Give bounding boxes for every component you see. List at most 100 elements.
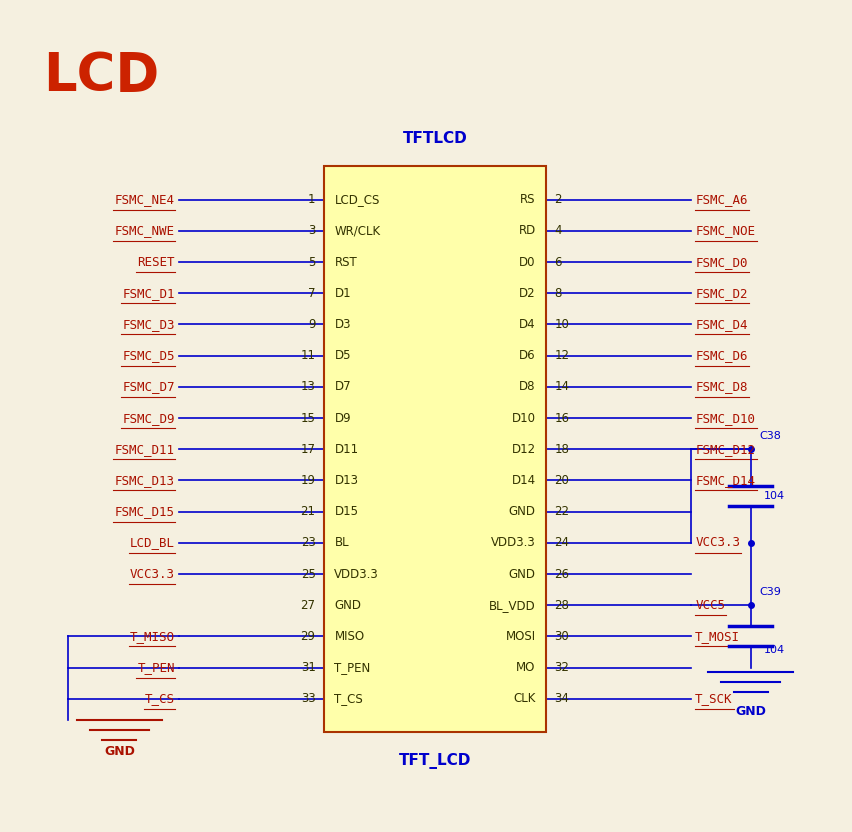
Text: BL_VDD: BL_VDD xyxy=(488,599,535,612)
Text: 30: 30 xyxy=(554,630,568,643)
Text: LCD_BL: LCD_BL xyxy=(130,537,175,549)
Text: GND: GND xyxy=(508,567,535,581)
Text: FSMC_D14: FSMC_D14 xyxy=(694,474,754,487)
Text: 4: 4 xyxy=(554,225,561,237)
Text: FSMC_D11: FSMC_D11 xyxy=(115,443,175,456)
Text: 2: 2 xyxy=(554,193,561,206)
Text: T_CS: T_CS xyxy=(334,692,363,706)
Text: FSMC_D2: FSMC_D2 xyxy=(694,287,747,300)
Text: 11: 11 xyxy=(300,349,315,362)
Text: 9: 9 xyxy=(308,318,315,331)
Text: 29: 29 xyxy=(300,630,315,643)
Text: RS: RS xyxy=(520,193,535,206)
Text: 18: 18 xyxy=(554,443,568,456)
Text: D13: D13 xyxy=(334,474,358,487)
Text: T_CS: T_CS xyxy=(145,692,175,706)
Text: D8: D8 xyxy=(519,380,535,394)
Text: 19: 19 xyxy=(300,474,315,487)
Text: 14: 14 xyxy=(554,380,569,394)
Text: D10: D10 xyxy=(511,412,535,424)
Text: D15: D15 xyxy=(334,505,358,518)
Text: D0: D0 xyxy=(519,255,535,269)
Text: RESET: RESET xyxy=(137,255,175,269)
Text: 13: 13 xyxy=(301,380,315,394)
Text: 5: 5 xyxy=(308,255,315,269)
Text: D4: D4 xyxy=(519,318,535,331)
Text: 24: 24 xyxy=(554,537,569,549)
Text: 31: 31 xyxy=(301,661,315,674)
Text: 20: 20 xyxy=(554,474,568,487)
Text: TFTLCD: TFTLCD xyxy=(402,131,467,146)
Text: FSMC_D4: FSMC_D4 xyxy=(694,318,747,331)
Text: D3: D3 xyxy=(334,318,350,331)
Text: VDD3.3: VDD3.3 xyxy=(491,537,535,549)
Text: VCC3.3: VCC3.3 xyxy=(694,537,740,549)
Text: LCD: LCD xyxy=(43,50,158,102)
Text: 17: 17 xyxy=(300,443,315,456)
Text: 6: 6 xyxy=(554,255,561,269)
Text: D9: D9 xyxy=(334,412,350,424)
Text: D12: D12 xyxy=(511,443,535,456)
Text: FSMC_D0: FSMC_D0 xyxy=(694,255,747,269)
Text: 21: 21 xyxy=(300,505,315,518)
Text: FSMC_D7: FSMC_D7 xyxy=(122,380,175,394)
Text: RST: RST xyxy=(334,255,357,269)
Text: D1: D1 xyxy=(334,287,350,300)
Text: GND: GND xyxy=(734,705,765,718)
Text: 1: 1 xyxy=(308,193,315,206)
Text: T_PEN: T_PEN xyxy=(137,661,175,674)
Text: FSMC_D15: FSMC_D15 xyxy=(115,505,175,518)
Text: 10: 10 xyxy=(554,318,568,331)
Text: D14: D14 xyxy=(511,474,535,487)
Text: 104: 104 xyxy=(763,491,784,501)
Text: 23: 23 xyxy=(301,537,315,549)
Text: FSMC_D5: FSMC_D5 xyxy=(122,349,175,362)
Text: 22: 22 xyxy=(554,505,569,518)
Text: 8: 8 xyxy=(554,287,561,300)
Text: D6: D6 xyxy=(519,349,535,362)
Text: 33: 33 xyxy=(301,692,315,706)
Text: FSMC_NWE: FSMC_NWE xyxy=(115,225,175,237)
Text: LCD_CS: LCD_CS xyxy=(334,193,379,206)
Text: 12: 12 xyxy=(554,349,569,362)
Text: FSMC_D6: FSMC_D6 xyxy=(694,349,747,362)
Text: RD: RD xyxy=(518,225,535,237)
Text: FSMC_A6: FSMC_A6 xyxy=(694,193,747,206)
Text: WR/CLK: WR/CLK xyxy=(334,225,380,237)
Text: MOSI: MOSI xyxy=(505,630,535,643)
Text: 27: 27 xyxy=(300,599,315,612)
Text: FSMC_D12: FSMC_D12 xyxy=(694,443,754,456)
Text: FSMC_D9: FSMC_D9 xyxy=(122,412,175,424)
Text: MISO: MISO xyxy=(334,630,364,643)
Text: BL: BL xyxy=(334,537,348,549)
Text: T_MISO: T_MISO xyxy=(130,630,175,643)
Text: FSMC_D13: FSMC_D13 xyxy=(115,474,175,487)
FancyBboxPatch shape xyxy=(324,166,545,732)
Text: GND: GND xyxy=(104,745,135,758)
Text: FSMC_NOE: FSMC_NOE xyxy=(694,225,754,237)
Text: T_MOSI: T_MOSI xyxy=(694,630,740,643)
Text: GND: GND xyxy=(334,599,361,612)
Text: VDD3.3: VDD3.3 xyxy=(334,567,378,581)
Text: D7: D7 xyxy=(334,380,350,394)
Text: 32: 32 xyxy=(554,661,568,674)
Text: 28: 28 xyxy=(554,599,568,612)
Text: 104: 104 xyxy=(763,645,784,655)
Text: TFT_LCD: TFT_LCD xyxy=(399,753,470,769)
Text: MO: MO xyxy=(515,661,535,674)
Text: CLK: CLK xyxy=(513,692,535,706)
Text: 3: 3 xyxy=(308,225,315,237)
Text: FSMC_NE4: FSMC_NE4 xyxy=(115,193,175,206)
Text: 16: 16 xyxy=(554,412,569,424)
Text: T_PEN: T_PEN xyxy=(334,661,370,674)
Text: 15: 15 xyxy=(301,412,315,424)
Text: 26: 26 xyxy=(554,567,569,581)
Text: T_SCK: T_SCK xyxy=(694,692,732,706)
Text: VCC5: VCC5 xyxy=(694,599,724,612)
Text: FSMC_D3: FSMC_D3 xyxy=(122,318,175,331)
Text: 7: 7 xyxy=(308,287,315,300)
Text: C38: C38 xyxy=(758,431,780,441)
Text: C39: C39 xyxy=(758,587,780,597)
Text: FSMC_D10: FSMC_D10 xyxy=(694,412,754,424)
Text: FSMC_D1: FSMC_D1 xyxy=(122,287,175,300)
